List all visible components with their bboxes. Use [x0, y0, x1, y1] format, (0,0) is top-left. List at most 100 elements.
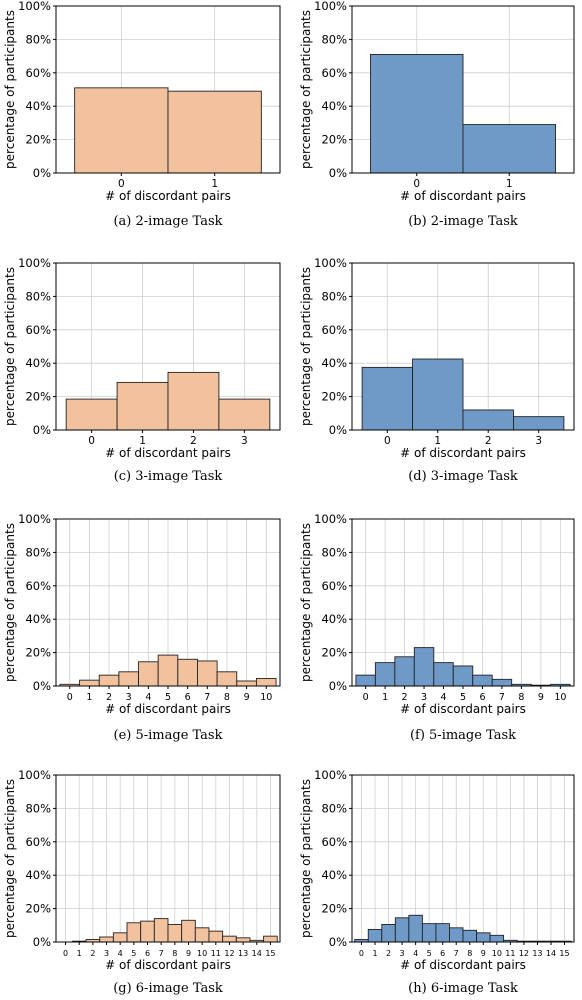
- x-tick-label: 1: [382, 692, 388, 703]
- x-tick-label: 15: [265, 949, 275, 958]
- bar-1: [374, 662, 396, 687]
- bar-0: [74, 87, 169, 174]
- y-tick-label: 100%: [18, 0, 51, 13]
- y-tick-label: 60%: [25, 66, 51, 80]
- y-tick-label: 0%: [33, 423, 51, 437]
- y-tick-label: 20%: [25, 390, 51, 404]
- bar-7: [197, 660, 218, 687]
- bar-3: [513, 416, 565, 431]
- y-tick-label: 60%: [321, 835, 347, 849]
- y-tick-label: 80%: [25, 545, 51, 559]
- bar-2: [381, 924, 396, 943]
- bar-0: [361, 366, 413, 431]
- subfigure-caption: (h) 6-image Task: [408, 981, 518, 996]
- x-tick-label: 4: [118, 949, 123, 958]
- y-tick-label: 80%: [25, 32, 51, 46]
- x-tick-label: 5: [427, 949, 432, 958]
- x-axis-label: # of discordant pairs: [105, 446, 231, 460]
- bar-7: [491, 678, 513, 687]
- y-tick-label: 20%: [321, 133, 347, 147]
- y-tick-label: 20%: [321, 902, 347, 916]
- bar-1: [367, 929, 383, 943]
- x-tick-label: 1: [434, 435, 441, 447]
- x-tick-label: 4: [441, 692, 447, 703]
- x-tick-label: 7: [499, 692, 505, 703]
- x-axis-label: # of discordant pairs: [105, 958, 231, 972]
- bar-1: [412, 358, 464, 431]
- subfigure-caption: (d) 3-image Task: [408, 469, 518, 484]
- y-tick-label: 100%: [18, 512, 51, 526]
- x-axis-label: # of discordant pairs: [400, 958, 526, 972]
- bar-6: [177, 658, 198, 687]
- x-tick-label: 4: [413, 949, 418, 958]
- bar-10: [489, 934, 505, 943]
- y-tick-label: 60%: [321, 66, 347, 80]
- x-tick-label: 0: [67, 692, 73, 703]
- y-tick-label: 80%: [321, 801, 347, 815]
- bar-5: [157, 654, 179, 687]
- bar-5: [421, 923, 437, 943]
- x-tick-label: 7: [159, 949, 164, 958]
- x-tick-label: 2: [485, 435, 492, 447]
- x-tick-label: 1: [372, 949, 377, 958]
- bar-4: [408, 914, 423, 943]
- y-tick-label: 80%: [321, 545, 347, 559]
- bar-8: [167, 924, 183, 943]
- x-axis-label: # of discordant pairs: [400, 446, 526, 460]
- y-tick-label: 0%: [329, 166, 347, 180]
- x-tick-label: 0: [359, 949, 364, 958]
- x-tick-label: 13: [532, 949, 542, 958]
- y-tick-label: 60%: [321, 579, 347, 593]
- bar-6: [435, 923, 450, 943]
- bar-3: [118, 671, 139, 687]
- x-tick-label: 0: [88, 435, 95, 447]
- bar-3: [413, 647, 435, 687]
- x-tick-label: 12: [224, 949, 234, 958]
- bar-3: [99, 936, 114, 943]
- bar-6: [472, 674, 493, 687]
- x-tick-label: 5: [460, 692, 466, 703]
- bar-3: [394, 917, 410, 943]
- y-tick-label: 80%: [321, 32, 347, 46]
- x-tick-label: 7: [454, 949, 459, 958]
- chart-panel-d: 0% 20% 40% 60% 80% 100% 0 1 2 3 # of discordant pa…: [299, 256, 575, 484]
- y-tick-label: 40%: [25, 99, 51, 113]
- x-tick-label: 12: [519, 949, 529, 958]
- chart-panel-c: 0% 20% 40% 60% 80% 100% 0 1 2 3 # of discordant pa…: [3, 256, 281, 484]
- plot-frame: [55, 5, 281, 174]
- y-tick-label: 0%: [33, 679, 51, 693]
- x-tick-label: 2: [386, 949, 391, 958]
- x-tick-label: 3: [400, 949, 405, 958]
- x-tick-label: 6: [479, 692, 485, 703]
- y-tick-label: 40%: [321, 99, 347, 113]
- x-tick-label: 14: [252, 949, 262, 958]
- bar-2: [98, 674, 120, 687]
- x-tick-label: 1: [86, 692, 92, 703]
- y-tick-label: 20%: [25, 133, 51, 147]
- x-tick-label: 13: [238, 949, 248, 958]
- x-tick-label: 9: [538, 692, 544, 703]
- chart-panel-a: 0% 20% 40% 60% 80% 100% 0 1# of discordant pair…: [3, 0, 281, 229]
- plot-frame: [55, 774, 281, 943]
- y-tick-label: 40%: [25, 868, 51, 882]
- y-tick-label: 40%: [321, 868, 347, 882]
- bar-10: [194, 927, 210, 943]
- bar-0: [370, 53, 464, 174]
- y-tick-label: 40%: [25, 612, 51, 626]
- bar-0: [65, 398, 118, 431]
- plot-frame: [351, 774, 575, 943]
- y-tick-label: 80%: [25, 801, 51, 815]
- x-tick-label: 5: [165, 692, 171, 703]
- bar-2: [394, 656, 415, 687]
- bar-5: [126, 922, 142, 943]
- bar-1: [79, 679, 100, 687]
- subfigure-caption: (e) 5-image Task: [114, 728, 223, 743]
- x-tick-label: 6: [185, 692, 191, 703]
- y-tick-label: 100%: [314, 512, 347, 526]
- y-tick-label: 0%: [329, 423, 347, 437]
- x-tick-label: 10: [197, 949, 207, 958]
- chart-panel-b: 0% 20% 40% 60% 80% 100% 0 1# of discordant pair…: [299, 0, 575, 229]
- y-axis-label: percentage of participants: [299, 10, 313, 169]
- x-tick-label: 15: [559, 949, 569, 958]
- bar-7: [153, 918, 169, 943]
